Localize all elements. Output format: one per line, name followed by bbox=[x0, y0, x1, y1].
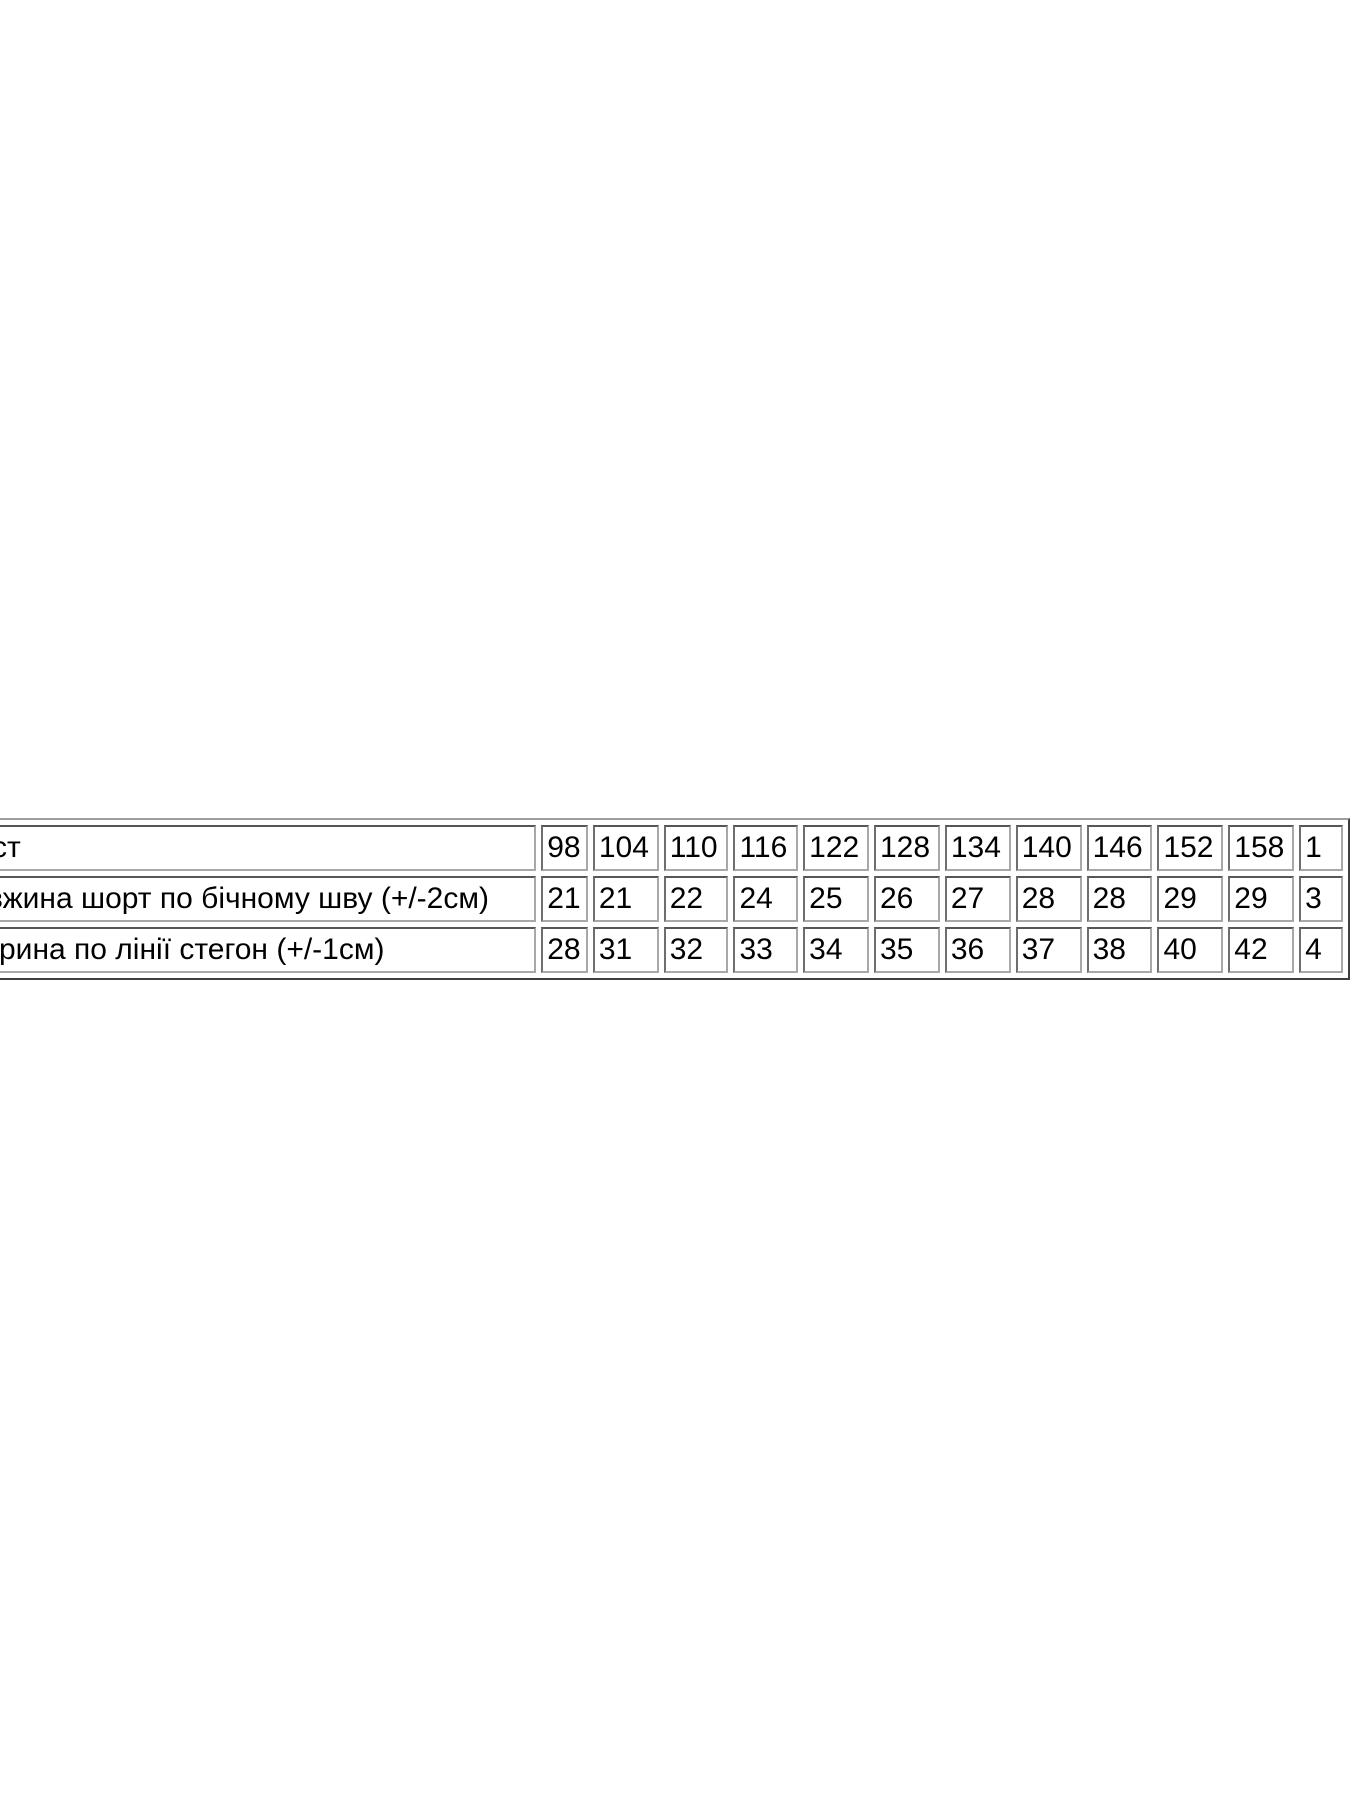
value-cell: 21 bbox=[592, 876, 659, 922]
row-label-shorts-length: вжина шорт по бічному шву (+/-2см) bbox=[0, 876, 537, 922]
value-cell: 28 bbox=[541, 927, 588, 973]
size-table-container: ст 98 104 110 116 122 128 134 140 146 15… bbox=[0, 818, 1350, 980]
value-cell: 22 bbox=[663, 876, 729, 922]
value-cell: 24 bbox=[733, 876, 799, 922]
size-header-cell: 98 bbox=[541, 825, 588, 871]
size-header-cell: 116 bbox=[733, 825, 799, 871]
table-row-hip-width: рина по лінії стегон (+/-1см) 28 31 32 3… bbox=[0, 927, 1343, 973]
value-cell: 42 bbox=[1228, 927, 1295, 973]
size-header-cell: 110 bbox=[663, 825, 729, 871]
value-cell: 28 bbox=[1015, 876, 1082, 922]
size-header-cell: 134 bbox=[944, 825, 1011, 871]
row-label-hip-width: рина по лінії стегон (+/-1см) bbox=[0, 927, 537, 973]
table-row-shorts-length: вжина шорт по бічному шву (+/-2см) 21 21… bbox=[0, 876, 1343, 922]
size-header-cell: 104 bbox=[592, 825, 659, 871]
value-cell: 34 bbox=[803, 927, 869, 973]
value-cell: 32 bbox=[663, 927, 729, 973]
value-cell: 29 bbox=[1157, 876, 1224, 922]
value-cell: 38 bbox=[1086, 927, 1153, 973]
value-cell-partial: 3 bbox=[1299, 876, 1343, 922]
size-header-cell: 128 bbox=[874, 825, 940, 871]
value-cell: 26 bbox=[874, 876, 940, 922]
size-header-cell: 140 bbox=[1015, 825, 1082, 871]
value-cell: 33 bbox=[733, 927, 799, 973]
size-header-cell: 158 bbox=[1228, 825, 1295, 871]
table-row-sizes: ст 98 104 110 116 122 128 134 140 146 15… bbox=[0, 825, 1343, 871]
value-cell-partial: 4 bbox=[1299, 927, 1343, 973]
value-cell: 25 bbox=[803, 876, 869, 922]
value-cell: 29 bbox=[1228, 876, 1295, 922]
value-cell: 27 bbox=[944, 876, 1011, 922]
value-cell: 31 bbox=[592, 927, 659, 973]
value-cell: 28 bbox=[1086, 876, 1153, 922]
value-cell: 21 bbox=[541, 876, 588, 922]
size-header-cell-partial: 1 bbox=[1299, 825, 1343, 871]
value-cell: 35 bbox=[874, 927, 940, 973]
value-cell: 40 bbox=[1157, 927, 1224, 973]
size-header-cell: 146 bbox=[1086, 825, 1153, 871]
row-label-height: ст bbox=[0, 825, 537, 871]
size-table: ст 98 104 110 116 122 128 134 140 146 15… bbox=[0, 818, 1350, 980]
value-cell: 36 bbox=[944, 927, 1011, 973]
value-cell: 37 bbox=[1015, 927, 1082, 973]
size-header-cell: 122 bbox=[803, 825, 869, 871]
size-header-cell: 152 bbox=[1157, 825, 1224, 871]
